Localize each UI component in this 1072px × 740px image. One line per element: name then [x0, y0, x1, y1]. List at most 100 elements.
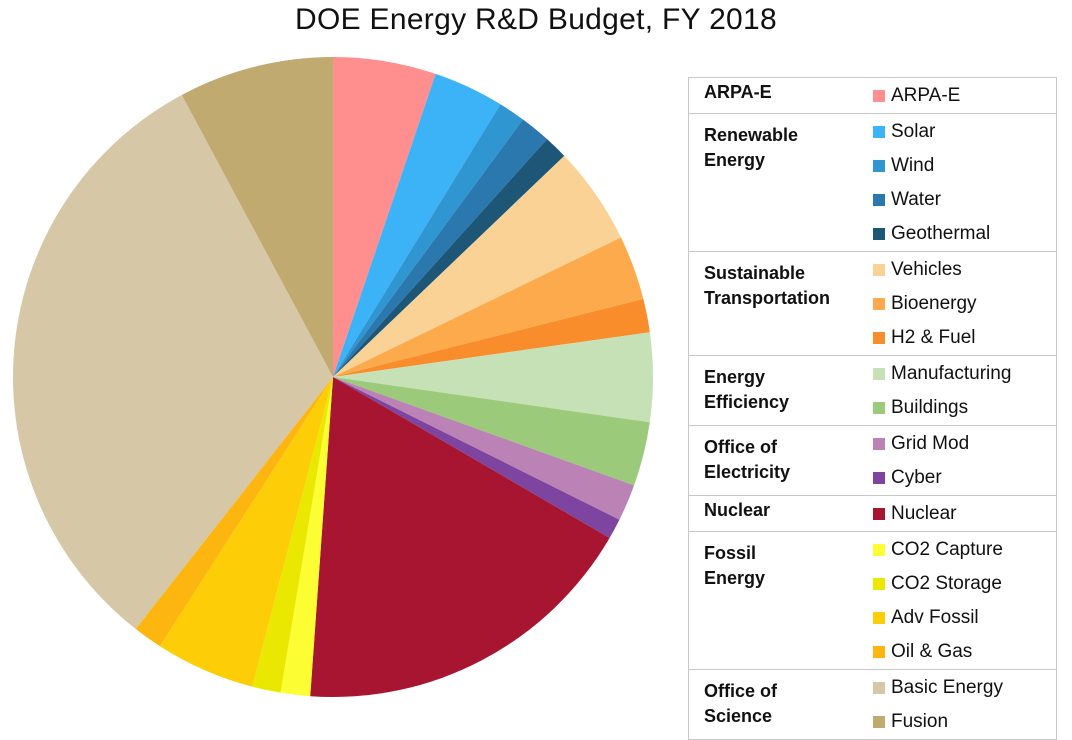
- legend-item-label: Manufacturing: [891, 363, 1012, 384]
- legend-item-label: Cyber: [891, 467, 942, 488]
- legend-group-label-line: Efficiency: [704, 392, 790, 412]
- legend-group-label: Energy Efficiency: [689, 356, 873, 425]
- legend-swatch: [873, 472, 885, 484]
- legend-item-label: Oil & Gas: [891, 641, 973, 662]
- legend-item: Nuclear: [873, 497, 1056, 531]
- legend-group-label-line: Energy: [704, 568, 766, 588]
- legend-group-label-line: Energy: [704, 367, 766, 387]
- legend-group-label: Renewable Energy: [689, 114, 873, 251]
- legend-swatch: [873, 332, 885, 344]
- pie-slice-adv-fossil: [159, 377, 333, 687]
- legend-group-label: Office of Science: [689, 670, 873, 739]
- legend-group-label-line: Energy: [704, 150, 766, 170]
- legend-swatch: [873, 90, 885, 102]
- legend-swatch: [873, 508, 885, 520]
- legend-item-label: Water: [891, 189, 941, 210]
- legend-swatch: [873, 682, 885, 694]
- legend-item: ARPA-E: [873, 79, 1056, 113]
- legend-swatch: [873, 126, 885, 138]
- legend-group-label-line: Electricity: [704, 462, 791, 482]
- legend-item: Grid Mod: [873, 427, 1056, 461]
- legend-swatch: [873, 368, 885, 380]
- pie-slice-manufacturing: [333, 332, 654, 423]
- pie-slice-bioenergy: [333, 237, 644, 377]
- legend-item-label: Bioenergy: [891, 293, 977, 314]
- legend-item: Water: [873, 183, 1056, 217]
- legend-item: Adv Fossil: [873, 601, 1056, 635]
- legend-group-label-line: Fossil: [704, 543, 757, 563]
- legend-item-label: Adv Fossil: [891, 607, 979, 628]
- legend-group: Office of Electricity Grid Mod Cyber: [689, 425, 1056, 495]
- legend-item: Fusion: [873, 705, 1056, 739]
- legend-group-label-line: Office of: [704, 681, 778, 701]
- legend-swatch: [873, 264, 885, 276]
- legend-group: Office of Science Basic Energy Fusion: [689, 669, 1056, 739]
- legend-group-label: Sustainable Transportation: [689, 252, 873, 355]
- pie-slice-arpa-e: [333, 57, 436, 377]
- legend-group: ARPA-E ARPA-E: [689, 78, 1056, 113]
- legend-item-label: Wind: [891, 155, 935, 176]
- legend-swatch: [873, 402, 885, 414]
- pie-slice-oil-gas: [135, 377, 333, 647]
- legend-swatch: [873, 716, 885, 728]
- pie-slice-co2-capture: [280, 377, 333, 697]
- legend-group: Energy Efficiency Manufacturing Buildings: [689, 355, 1056, 425]
- legend-group: Renewable Energy Solar Wind Water Geothermal: [689, 113, 1056, 251]
- legend-item-label: Basic Energy: [891, 677, 1003, 698]
- pie-slice-vehicles: [333, 155, 621, 377]
- legend-item-label: Solar: [891, 121, 936, 142]
- legend-item: Vehicles: [873, 253, 1056, 287]
- legend-item: CO2 Capture: [873, 533, 1056, 567]
- legend-item-label: Grid Mod: [891, 433, 970, 454]
- legend-group-label: Nuclear: [689, 496, 873, 531]
- legend-swatch: [873, 194, 885, 206]
- pie-slice-co2-storage: [252, 377, 333, 693]
- legend-item: Oil & Gas: [873, 635, 1056, 669]
- legend-item-label: H2 & Fuel: [891, 327, 976, 348]
- pie-slice-geothermal: [333, 139, 565, 377]
- legend-group-label-line: Office of: [704, 437, 778, 457]
- legend-group-label: Office of Electricity: [689, 426, 873, 495]
- legend-item: Bioenergy: [873, 287, 1056, 321]
- legend-swatch: [873, 612, 885, 624]
- pie-slice-buildings: [333, 377, 650, 486]
- legend-item-label: Buildings: [891, 397, 969, 418]
- pie-slice-water: [333, 119, 548, 377]
- legend-item-label: Geothermal: [891, 223, 991, 244]
- legend: ARPA-E ARPA-E Renewable Energy Solar Wind Wate…: [688, 77, 1057, 740]
- legend-item-label: Vehicles: [891, 259, 962, 280]
- legend-item: H2 & Fuel: [873, 321, 1056, 355]
- legend-group-label-line: Science: [704, 706, 773, 726]
- legend-group-label: Fossil Energy: [689, 532, 873, 669]
- legend-item: Wind: [873, 149, 1056, 183]
- legend-group-label-line: Transportation: [704, 288, 831, 308]
- pie-slice-basic-energy: [12, 95, 333, 629]
- legend-item: Geothermal: [873, 217, 1056, 251]
- legend-item: Basic Energy: [873, 671, 1056, 705]
- legend-item-label: CO2 Storage: [891, 573, 1002, 594]
- legend-group-label-line: Renewable: [704, 125, 799, 145]
- legend-group-label-line: Nuclear: [704, 500, 771, 520]
- legend-group: Fossil Energy CO2 Capture CO2 Storage Adv Fo…: [689, 531, 1056, 669]
- legend-item-label: CO2 Capture: [891, 539, 1003, 560]
- pie-slice-nuclear: [310, 377, 610, 698]
- legend-swatch: [873, 228, 885, 240]
- pie-slice-wind: [333, 104, 523, 377]
- legend-swatch: [873, 578, 885, 590]
- legend-swatch: [873, 544, 885, 556]
- legend-item: Solar: [873, 115, 1056, 149]
- pie-slice-grid-mod: [333, 377, 635, 520]
- legend-item: Manufacturing: [873, 357, 1056, 391]
- pie-slice-h2-fuel: [333, 298, 650, 377]
- legend-swatch: [873, 438, 885, 450]
- legend-swatch: [873, 298, 885, 310]
- legend-item-label: Fusion: [891, 711, 949, 732]
- legend-item: CO2 Storage: [873, 567, 1056, 601]
- legend-swatch: [873, 160, 885, 172]
- legend-group-label: ARPA-E: [689, 78, 873, 113]
- pie-slice-cyber: [333, 377, 620, 538]
- legend-item-label: Nuclear: [891, 503, 957, 524]
- chart-title: DOE Energy R&D Budget, FY 2018: [294, 3, 778, 36]
- legend-group: Nuclear Nuclear: [689, 495, 1056, 531]
